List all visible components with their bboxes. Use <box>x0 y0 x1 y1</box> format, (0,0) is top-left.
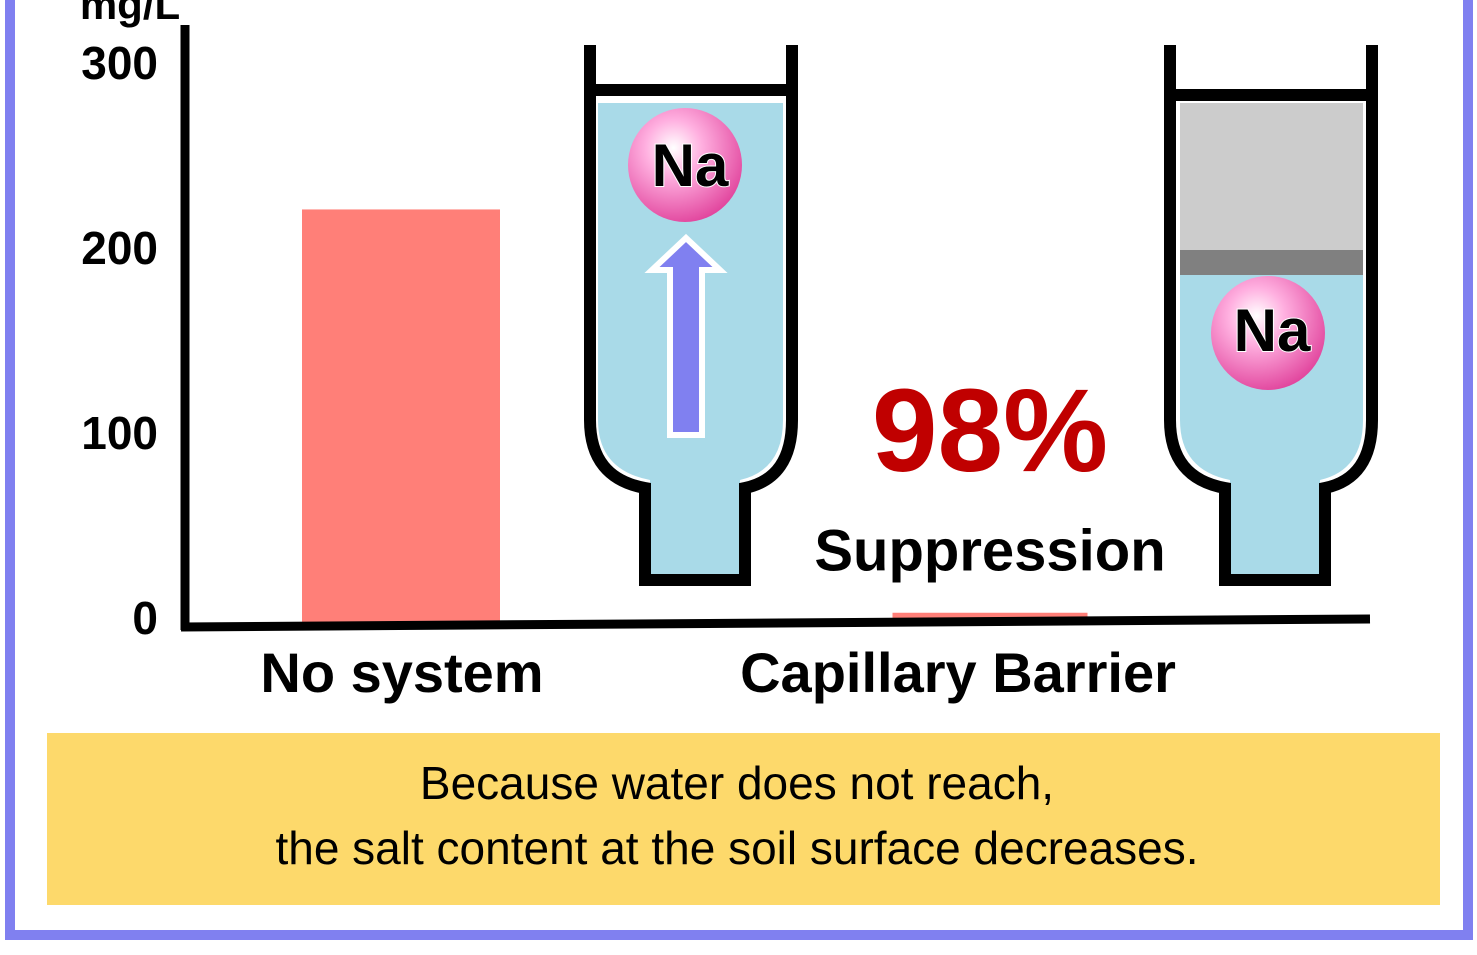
x-tick-label: Capillary Barrier <box>740 641 1176 704</box>
y-tick-label: 0 <box>132 592 158 644</box>
caption-line: Because water does not reach, <box>420 757 1054 809</box>
vessel-illustration <box>590 45 792 580</box>
chart: Na Na 98% Suppression mg/L Because water… <box>0 0 1477 955</box>
x-tick-label: No system <box>260 641 543 704</box>
y-tick-label: 100 <box>81 407 158 459</box>
annotation-label: Suppression <box>814 518 1165 583</box>
caption-line: the salt content at the soil surface dec… <box>275 822 1198 874</box>
page: Na Na 98% Suppression mg/L Because water… <box>0 0 1477 955</box>
y-tick-label: 300 <box>81 37 158 89</box>
ion-label: Na <box>1234 297 1311 364</box>
ion-label: Na <box>652 132 729 199</box>
unit-label: mg/L <box>80 0 180 28</box>
y-tick-label: 200 <box>81 222 158 274</box>
bar <box>302 209 500 622</box>
percent-annotation: 98% <box>872 365 1108 497</box>
